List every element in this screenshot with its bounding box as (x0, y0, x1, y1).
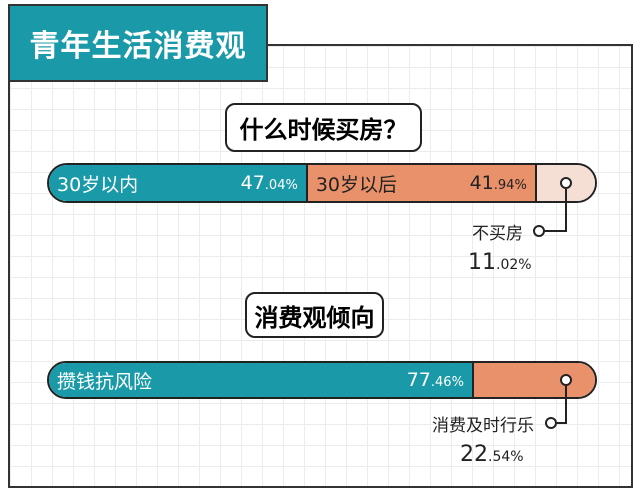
bar-segment-under-30: 30岁以内 47.04% (49, 165, 306, 201)
marker-dot (560, 374, 572, 386)
no-house-value: 11.02% (468, 250, 532, 275)
spend-label: 消费及时行乐 (432, 416, 534, 436)
segment-value: 41.94% (469, 172, 527, 194)
chart1-title: 什么时候买房？ (225, 103, 422, 152)
segment-label: 30岁以后 (315, 173, 398, 196)
marker-dot (533, 225, 545, 237)
chart2-title: 消费观倾向 (245, 292, 384, 338)
segment-value: 47.04% (240, 172, 298, 194)
marker-dot (545, 417, 557, 429)
bar-segment-spend (471, 363, 595, 397)
no-house-label: 不买房 (472, 224, 523, 244)
bar-segment-over-30: 30岁以后 41.94% (305, 165, 535, 201)
chart2-bar: 攒钱抗风险 77.46% (47, 361, 597, 399)
leader-line (555, 422, 567, 424)
chart1-bar: 30岁以内 47.04% 30岁以后 41.94% (47, 163, 597, 203)
leader-line (543, 230, 567, 232)
bar-segment-save: 攒钱抗风险 77.46% (49, 363, 472, 397)
segment-value: 77.46% (406, 369, 464, 391)
segment-label: 攒钱抗风险 (57, 370, 153, 393)
segment-label: 30岁以内 (57, 173, 139, 196)
spend-value: 22.54% (460, 442, 524, 467)
marker-dot (560, 177, 572, 189)
page-title: 青年生活消费观 (8, 4, 268, 82)
leader-line (565, 386, 567, 424)
leader-line (565, 189, 567, 232)
